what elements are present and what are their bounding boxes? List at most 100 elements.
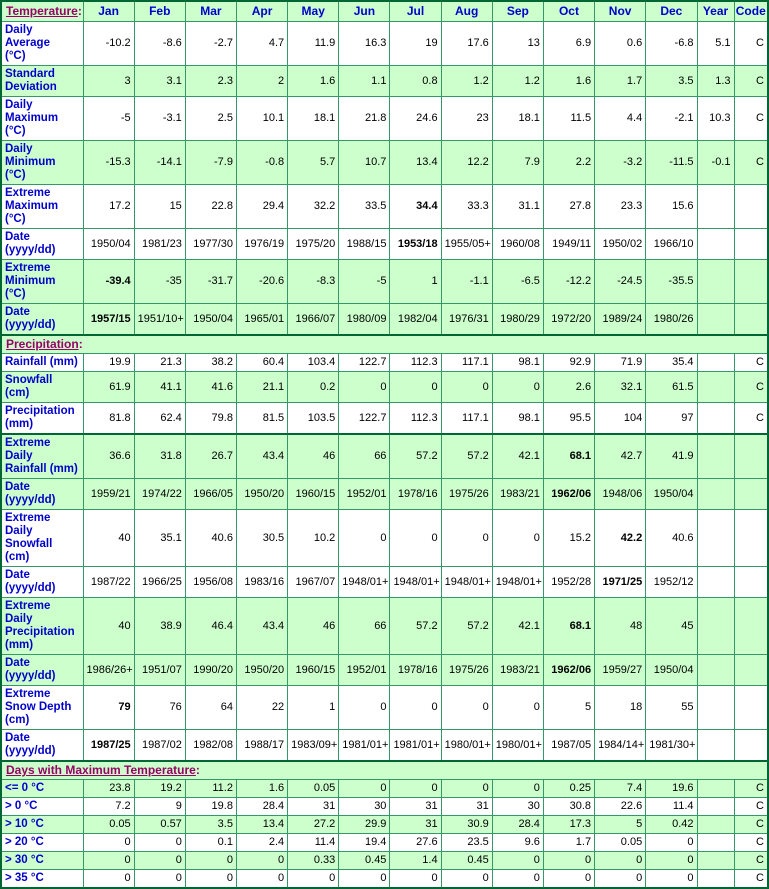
value-cell: 18 bbox=[594, 685, 647, 730]
value-cell: 46.4 bbox=[184, 597, 237, 655]
month-column-header: Feb bbox=[133, 0, 186, 22]
year-cell bbox=[696, 851, 735, 870]
value-cell: 68.1 bbox=[542, 433, 596, 479]
year-cell bbox=[696, 509, 735, 567]
value-cell: 21.8 bbox=[338, 96, 391, 141]
value-cell: 15.2 bbox=[542, 509, 596, 567]
row-label: Extreme Minimum (°C) bbox=[0, 259, 84, 304]
code-cell: C bbox=[733, 140, 769, 185]
value-cell: 0 bbox=[491, 371, 544, 403]
row-label: Snowfall (cm) bbox=[0, 371, 84, 403]
value-cell: -5 bbox=[82, 96, 135, 141]
year-cell bbox=[696, 833, 735, 852]
row-label: Extreme Daily Rainfall (mm) bbox=[0, 433, 84, 479]
year-cell: 5.1 bbox=[696, 21, 735, 66]
value-cell: 16.3 bbox=[338, 21, 391, 66]
value-cell: 3.5 bbox=[645, 65, 698, 97]
year-cell bbox=[696, 478, 735, 510]
value-cell: 41.9 bbox=[645, 433, 698, 479]
value-cell: 19.6 bbox=[645, 779, 698, 798]
value-cell: 38.2 bbox=[184, 353, 237, 372]
value-cell: 81.5 bbox=[235, 402, 289, 435]
code-cell: C bbox=[733, 797, 769, 816]
value-cell: 1957/15 bbox=[82, 303, 135, 336]
row-label: > 20 °C bbox=[0, 833, 84, 852]
value-cell: 1990/20 bbox=[184, 654, 237, 686]
value-cell: 0 bbox=[389, 685, 442, 730]
value-cell: 18.1 bbox=[491, 96, 544, 141]
value-cell: 0 bbox=[491, 509, 544, 567]
value-cell: 6.9 bbox=[542, 21, 596, 66]
value-cell: 1.1 bbox=[338, 65, 391, 97]
value-cell: 0 bbox=[491, 779, 544, 798]
year-cell bbox=[696, 303, 735, 336]
value-cell: 11.4 bbox=[287, 833, 340, 852]
value-cell: 117.1 bbox=[440, 402, 493, 435]
value-cell: 1974/22 bbox=[133, 478, 186, 510]
table-row: Daily Maximum (°C) -5 -3.1 2.5 10.1 18.1 21.8 2… bbox=[0, 96, 769, 141]
code-cell: C bbox=[733, 779, 769, 798]
value-cell: -1.1 bbox=[440, 259, 493, 304]
value-cell: 0.8 bbox=[389, 65, 442, 97]
value-cell: 122.7 bbox=[338, 402, 391, 435]
value-cell: 12.2 bbox=[440, 140, 493, 185]
value-cell: 61.9 bbox=[82, 371, 135, 403]
value-cell: 1950/04 bbox=[82, 228, 135, 260]
value-cell: 7.4 bbox=[594, 779, 647, 798]
table-row: Date (yyyy/dd) 1959/21 1974/22 1966/05 1950/… bbox=[0, 478, 769, 510]
value-cell: 81.8 bbox=[82, 402, 135, 435]
value-cell: 35.4 bbox=[645, 353, 698, 372]
value-cell: 68.1 bbox=[542, 597, 596, 655]
value-cell: 1988/15 bbox=[338, 228, 391, 260]
value-cell: 1965/01 bbox=[235, 303, 289, 336]
value-cell: 1949/11 bbox=[542, 228, 596, 260]
value-cell: 1950/04 bbox=[645, 478, 698, 510]
value-cell: 40.6 bbox=[184, 509, 237, 567]
value-cell: 4.4 bbox=[594, 96, 647, 141]
value-cell: 1983/09+ bbox=[287, 729, 340, 762]
code-cell: C bbox=[733, 833, 769, 852]
value-cell: 1980/29 bbox=[491, 303, 544, 336]
value-cell: 1.6 bbox=[235, 779, 289, 798]
value-cell: 32.1 bbox=[594, 371, 647, 403]
value-cell: 76 bbox=[133, 685, 186, 730]
value-cell: 15 bbox=[133, 184, 186, 229]
table-row: Standard Deviation 3 3.1 2.3 2 1.6 1.1 0.8 1.2 1.… bbox=[0, 65, 769, 97]
value-cell: 7.2 bbox=[82, 797, 135, 816]
code-cell bbox=[733, 566, 769, 598]
value-cell: 60.4 bbox=[235, 353, 289, 372]
table-row: Snowfall (cm) 61.9 41.1 41.6 21.1 0.2 0 0 0 0 2.6 3… bbox=[0, 371, 769, 403]
table-row: Daily Minimum (°C) -15.3 -14.1 -7.9 -0.8 5.7 1… bbox=[0, 140, 769, 185]
value-cell: 5 bbox=[542, 685, 596, 730]
value-cell: -8.3 bbox=[287, 259, 340, 304]
value-cell: 10.1 bbox=[235, 96, 289, 141]
value-cell: 46 bbox=[287, 597, 340, 655]
value-cell: 0 bbox=[645, 833, 698, 852]
value-cell: 122.7 bbox=[338, 353, 391, 372]
value-cell: 103.5 bbox=[287, 402, 340, 435]
value-cell: -20.6 bbox=[235, 259, 289, 304]
value-cell: 10.7 bbox=[338, 140, 391, 185]
value-cell: 17.6 bbox=[440, 21, 493, 66]
code-cell bbox=[733, 184, 769, 229]
value-cell: 1950/04 bbox=[184, 303, 237, 336]
value-cell: 1982/08 bbox=[184, 729, 237, 762]
value-cell: 30 bbox=[338, 797, 391, 816]
value-cell: 17.3 bbox=[542, 815, 596, 834]
value-cell: 1983/21 bbox=[491, 478, 544, 510]
table-body: Daily Average (°C) -10.2 -8.6 -2.7 4.7 11.9 16… bbox=[0, 21, 769, 889]
value-cell: 57.2 bbox=[440, 597, 493, 655]
table-row: Date (yyyy/dd) 1987/22 1966/25 1956/08 1983/… bbox=[0, 566, 769, 598]
value-cell: 9 bbox=[133, 797, 186, 816]
year-cell bbox=[696, 402, 735, 435]
value-cell: 1950/20 bbox=[235, 478, 289, 510]
row-label: > 0 °C bbox=[0, 797, 84, 816]
section-header-row: Precipitation: bbox=[0, 334, 769, 354]
value-cell: 9.6 bbox=[491, 833, 544, 852]
value-cell: 1983/16 bbox=[235, 566, 289, 598]
value-cell: 33.5 bbox=[338, 184, 391, 229]
code-cell bbox=[733, 597, 769, 655]
value-cell: 1980/09 bbox=[338, 303, 391, 336]
value-cell: 1981/01+ bbox=[338, 729, 391, 762]
value-cell: 97 bbox=[645, 402, 698, 435]
